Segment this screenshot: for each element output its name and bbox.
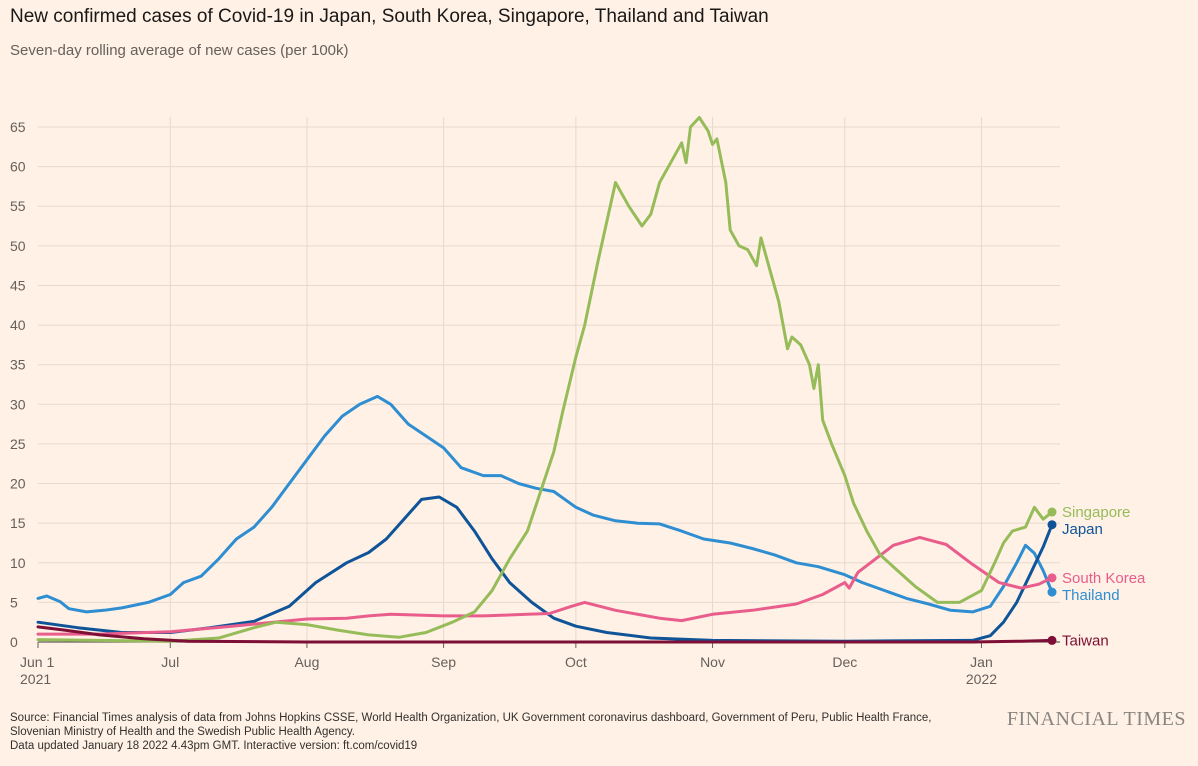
y-tick-label: 60 — [10, 159, 26, 175]
brand-wordmark: FINANCIAL TIMES — [1006, 708, 1186, 730]
y-tick-label: 40 — [10, 317, 26, 333]
y-tick-label: 25 — [10, 436, 26, 452]
chart-title: New confirmed cases of Covid-19 in Japan… — [10, 6, 769, 27]
x-tick-label: Dec — [832, 654, 857, 670]
series-label-singapore: Singapore — [1062, 504, 1130, 521]
x-tick-sublabel: 2021 — [20, 671, 51, 687]
y-tick-label: 55 — [10, 198, 26, 214]
y-tick-label: 30 — [10, 396, 26, 412]
data-updated-note: Data updated January 18 2022 4.43pm GMT.… — [10, 740, 418, 752]
series-line-singapore — [36, 116, 1054, 643]
series-line-south-korea — [36, 535, 1054, 636]
y-tick-label: 35 — [10, 357, 26, 373]
series-line-japan — [36, 495, 1054, 643]
x-tick-label: Aug — [294, 654, 319, 670]
y-tick-label: 20 — [10, 476, 26, 492]
grid-lines — [37, 117, 1060, 648]
series-end-dot-taiwan — [1047, 635, 1057, 645]
series-label-south-korea: South Korea — [1062, 570, 1146, 587]
x-tick-label: Sep — [431, 654, 456, 670]
y-tick-label: 0 — [10, 634, 18, 650]
source-line-2: Slovenian Ministry of Health and the Swe… — [10, 726, 355, 738]
series-end-dot-thailand — [1047, 587, 1057, 597]
series-lines — [36, 116, 1054, 644]
x-tick-label: Nov — [700, 654, 725, 670]
series-label-taiwan: Taiwan — [1062, 632, 1109, 649]
chart-subtitle: Seven-day rolling average of new cases (… — [10, 42, 349, 59]
y-tick-label: 50 — [10, 238, 26, 254]
source-line-1: Source: Financial Times analysis of data… — [10, 712, 932, 724]
y-tick-label: 15 — [10, 515, 26, 531]
y-tick-label: 10 — [10, 555, 26, 571]
series-label-japan: Japan — [1062, 521, 1103, 538]
y-tick-label: 5 — [10, 594, 18, 610]
series-line-thailand — [36, 394, 1054, 614]
x-tick-sublabel: 2022 — [966, 671, 997, 687]
x-tick-label: Jun 1 — [20, 654, 54, 670]
series-end-dot-japan — [1047, 520, 1057, 530]
series-line-taiwan — [36, 625, 1054, 644]
source-note: Source: Financial Times analysis of data… — [10, 711, 975, 753]
y-tick-label: 65 — [10, 119, 26, 135]
y-tick-label: 45 — [10, 277, 26, 293]
series-label-thailand: Thailand — [1062, 587, 1120, 604]
series-end-dot-singapore — [1047, 507, 1057, 517]
x-tick-label: Jul — [161, 654, 179, 670]
x-tick-label: Jan — [970, 654, 993, 670]
x-tick-label: Oct — [565, 654, 587, 670]
series-end-dot-south-korea — [1047, 573, 1057, 583]
